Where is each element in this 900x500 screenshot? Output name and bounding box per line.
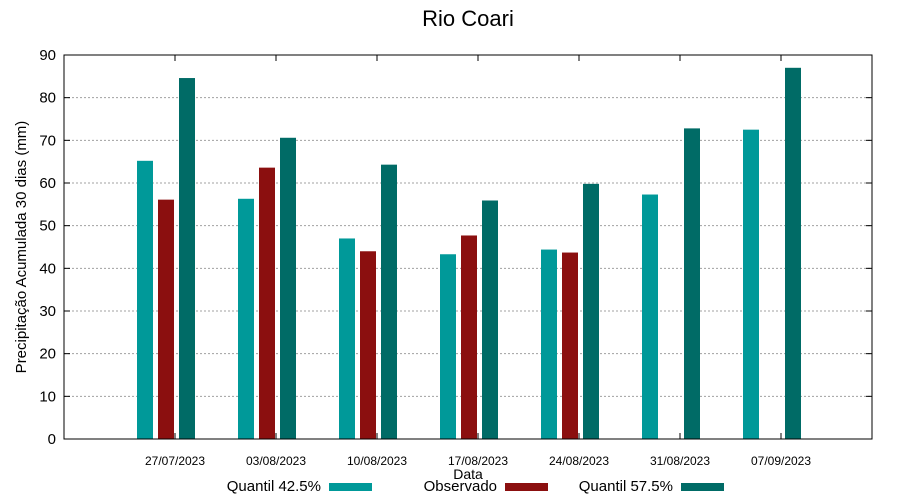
chart-title: Rio Coari [422, 6, 514, 31]
legend-swatch [329, 483, 372, 491]
legend-swatch [681, 483, 724, 491]
bar-quantil-57-5-5 [684, 128, 700, 440]
y-tick-label: 50 [39, 218, 56, 235]
y-tick-label: 60 [39, 175, 56, 192]
legend-label: Quantil 42.5% [227, 478, 321, 495]
y-tick-label: 30 [39, 303, 56, 320]
x-tick-label: 17/08/2023 [448, 454, 508, 468]
bar-quantil-42-5-6 [743, 129, 759, 439]
legend-label: Quantil 57.5% [579, 478, 673, 495]
bar-quantil-42-5-1 [238, 198, 254, 439]
bar-observado-1 [259, 167, 275, 439]
plot-frame [63, 54, 873, 440]
bar-quantil-42-5-2 [339, 238, 355, 439]
bar-quantil-57-5-4 [583, 183, 599, 439]
y-tick-label: 10 [39, 388, 56, 405]
legend-label: Observado [424, 478, 497, 495]
y-tick-label: 80 [39, 90, 56, 107]
x-tick-label: 10/08/2023 [347, 454, 407, 468]
x-tick-label: 31/08/2023 [650, 454, 710, 468]
x-tick-label: 27/07/2023 [145, 454, 205, 468]
y-tick-label: 70 [39, 132, 56, 149]
bar-quantil-57-5-2 [381, 164, 397, 440]
y-tick-label: 0 [48, 431, 56, 448]
bar-quantil-57-5-3 [482, 200, 498, 439]
x-tick-label: 07/09/2023 [751, 454, 811, 468]
bar-quantil-57-5-6 [785, 67, 801, 440]
bar-quantil-57-5-0 [179, 78, 195, 439]
bar-quantil-57-5-1 [280, 137, 296, 440]
legend-swatch [505, 483, 548, 491]
bar-observado-0 [158, 199, 174, 439]
bar-observado-3 [461, 235, 477, 439]
y-tick-label: 40 [39, 260, 56, 277]
bar-observado-4 [562, 252, 578, 439]
x-axis-label: Data [453, 466, 483, 482]
legend: Quantil 42.5% Observado Quantil 57.5% [227, 478, 724, 495]
y-tick-label: 90 [39, 47, 56, 64]
bar-observado-2 [360, 251, 376, 439]
bar-quantil-42-5-0 [137, 160, 153, 439]
bar-quantil-42-5-3 [440, 254, 456, 439]
x-axis-ticks: 27/07/2023 03/08/2023 10/08/2023 17/08/2023… [145, 55, 811, 468]
bars [137, 67, 801, 440]
y-tick-label: 20 [39, 346, 56, 363]
y-axis-ticks: 0 10 20 30 40 50 60 70 80 90 [39, 47, 872, 448]
bar-quantil-42-5-4 [541, 249, 557, 439]
x-tick-label: 24/08/2023 [549, 454, 609, 468]
bar-quantil-42-5-5 [642, 194, 658, 439]
x-tick-label: 03/08/2023 [246, 454, 306, 468]
y-axis-label: Precipitação Acumulada 30 dias (mm) [13, 121, 30, 374]
